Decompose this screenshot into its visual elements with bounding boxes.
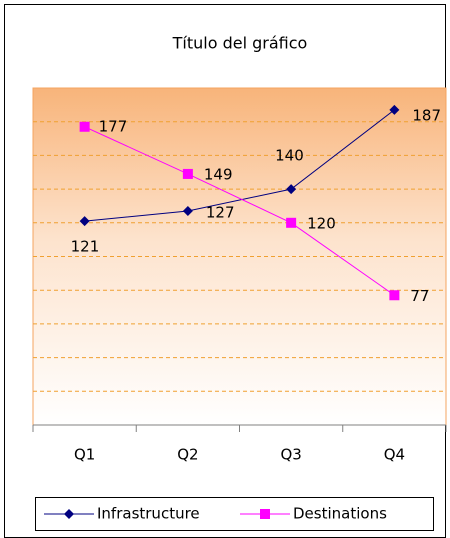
data-label: 149 bbox=[204, 165, 233, 183]
marker bbox=[286, 217, 297, 228]
x-tick-label: Q2 bbox=[177, 446, 198, 464]
data-label: 121 bbox=[71, 238, 100, 256]
marker bbox=[389, 290, 400, 301]
legend-label: Destinations bbox=[293, 505, 387, 523]
data-label: 120 bbox=[307, 214, 336, 232]
legend-label: Infrastructure bbox=[97, 505, 200, 523]
data-label: 127 bbox=[206, 204, 235, 222]
marker bbox=[260, 509, 270, 519]
data-label: 177 bbox=[99, 117, 128, 135]
chart-title: Título del gráfico bbox=[172, 34, 308, 53]
x-tick-label: Q4 bbox=[384, 446, 405, 464]
x-tick-label: Q3 bbox=[280, 446, 301, 464]
data-label: 77 bbox=[410, 287, 429, 305]
marker bbox=[182, 206, 193, 217]
data-label: 187 bbox=[412, 106, 441, 124]
series-line bbox=[84, 109, 395, 222]
marker bbox=[79, 121, 90, 132]
series-line bbox=[84, 126, 395, 296]
x-tick-label: Q1 bbox=[74, 446, 95, 464]
marker bbox=[389, 104, 400, 115]
legend-box bbox=[35, 497, 434, 531]
marker bbox=[79, 216, 90, 227]
marker bbox=[64, 509, 74, 519]
marker bbox=[182, 168, 193, 179]
data-label: 140 bbox=[275, 147, 304, 165]
marker bbox=[286, 184, 297, 195]
